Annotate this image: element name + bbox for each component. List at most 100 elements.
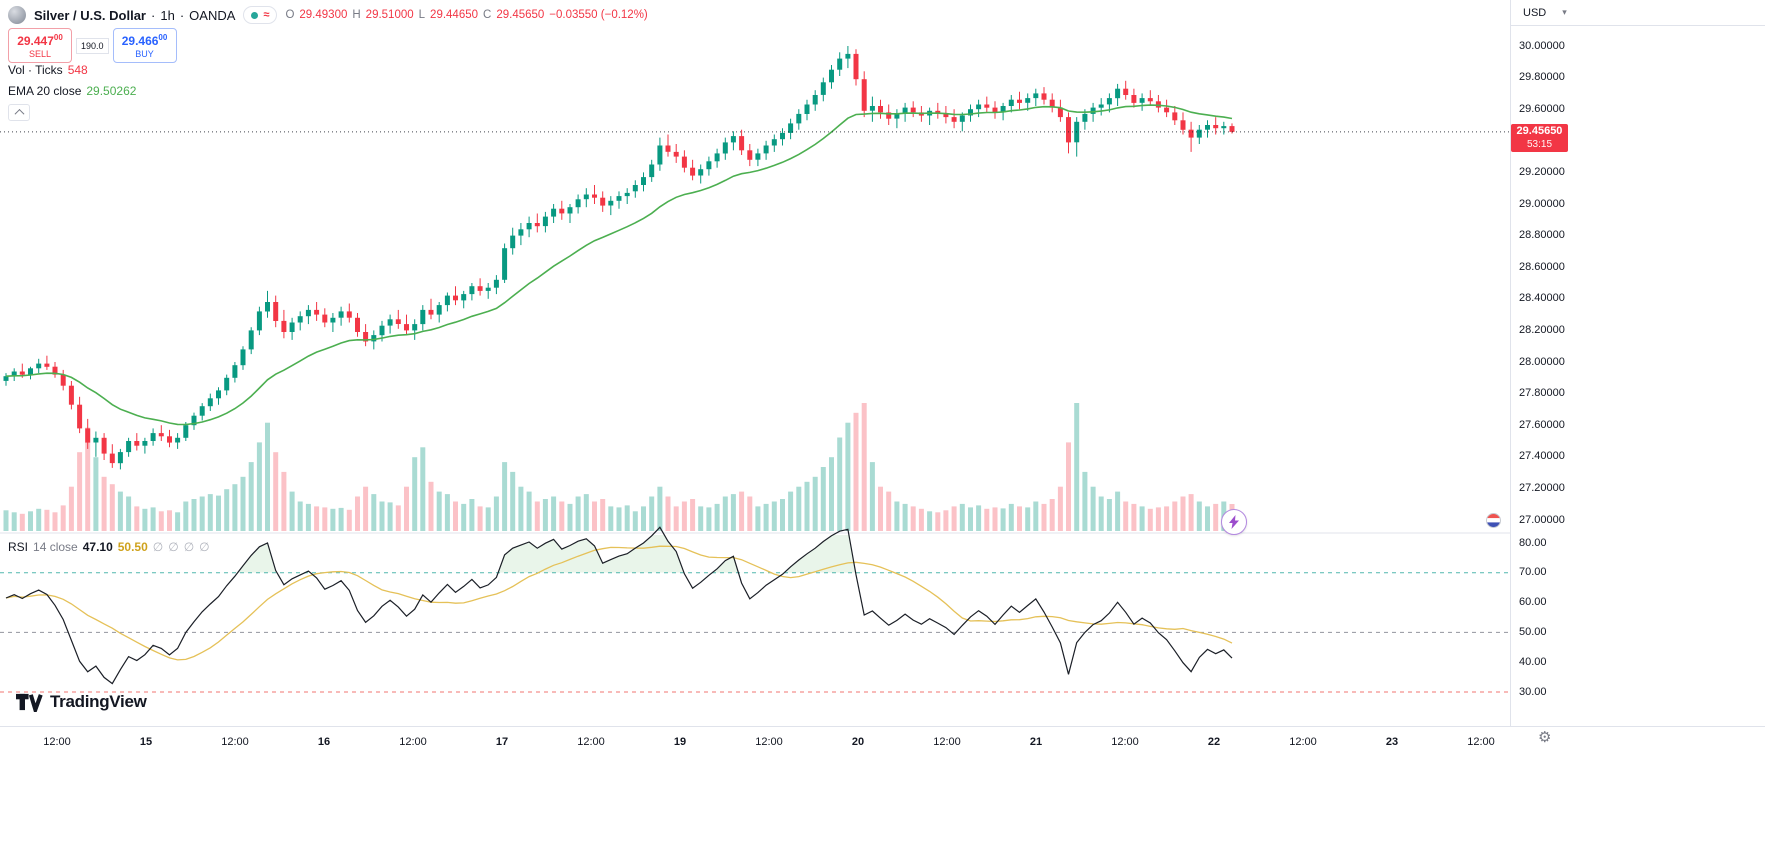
gear-icon[interactable]: ⚙ — [1538, 729, 1552, 746]
price-axis-label: 27.00000 — [1519, 513, 1565, 526]
candle-body — [477, 286, 483, 291]
rsi-legend-value: 47.10 — [82, 540, 113, 554]
candle-body — [469, 286, 475, 295]
symbol-legend-row[interactable]: Silver / U.S. Dollar · 1h · OANDA ≈ O 29.… — [8, 5, 648, 25]
tradingview-wordmark: TradingView — [50, 692, 147, 711]
volume-bar — [355, 496, 360, 531]
candle-body — [355, 317, 360, 332]
tradingview-logo[interactable]: TradingView — [16, 692, 147, 712]
volume-bar — [330, 508, 336, 531]
volume-bar — [134, 506, 140, 531]
volume-bar — [518, 486, 524, 531]
rsi-legend-params: 14 close — [33, 540, 78, 554]
candle-body — [853, 53, 859, 80]
market-status-pill[interactable]: ≈ — [243, 6, 278, 24]
candle-body — [943, 113, 949, 118]
quick-trade-button[interactable] — [1221, 509, 1247, 535]
candle-body — [690, 167, 696, 176]
candle-body — [1172, 112, 1178, 121]
candle-body — [551, 208, 557, 217]
last-price-tag[interactable]: 29.45650 53:15 — [1511, 124, 1568, 152]
low-value: 29.44650 — [430, 9, 479, 21]
currency-selector[interactable]: USD ▾ — [1511, 0, 1765, 26]
volume-bar — [845, 422, 851, 531]
candle-body — [461, 294, 467, 301]
candle-body — [126, 441, 132, 453]
legend-collapse-button[interactable] — [8, 104, 30, 121]
price-axis-label: 28.80000 — [1519, 229, 1565, 242]
volume-bar — [592, 501, 597, 531]
candle-body — [624, 192, 630, 197]
volume-bar — [493, 496, 499, 531]
volume-bar — [730, 494, 736, 531]
rsi-axis-label: 70.00 — [1519, 566, 1547, 579]
price-axis-label: 29.80000 — [1519, 71, 1565, 84]
volume-bar — [583, 494, 589, 531]
candle-body — [592, 194, 597, 198]
candle-body — [894, 113, 900, 119]
candle-body — [1155, 101, 1161, 108]
sell-button[interactable]: 29.44700 SELL — [8, 28, 72, 63]
candle-body — [101, 437, 107, 454]
exchange-label: OANDA — [189, 7, 236, 23]
volume-bar — [126, 496, 132, 531]
candle-body — [1033, 93, 1039, 99]
time-axis-label: 12:00 — [43, 736, 71, 748]
candle-body — [232, 365, 238, 378]
volume-bar — [1090, 486, 1096, 531]
time-axis[interactable]: 12:00 15 12:00 16 12:00 17 12:00 19 12:00 20 12:00… — [0, 726, 1765, 757]
candle-body — [804, 104, 810, 114]
candle-body — [248, 330, 254, 350]
volume-bar — [1213, 503, 1219, 531]
buy-button[interactable]: 29.46600 BUY — [112, 28, 177, 63]
volume-bar — [1041, 503, 1047, 531]
candle-body — [829, 69, 834, 83]
volume-bar — [338, 507, 344, 531]
volume-bar — [436, 491, 442, 531]
candle-body — [412, 324, 418, 331]
chevron-up-icon — [14, 108, 24, 119]
volume-bar — [232, 484, 238, 531]
candle-body — [297, 316, 303, 323]
ema-legend-row[interactable]: EMA 20 close 29.50262 — [8, 84, 136, 98]
time-axis-label: 16 — [317, 736, 331, 748]
candle-body — [641, 177, 646, 185]
price-axis-label: 29.20000 — [1519, 165, 1565, 178]
volume-bar — [714, 503, 720, 531]
volume-bar — [248, 462, 254, 531]
time-axis-label: 23 — [1385, 736, 1399, 748]
price-axis[interactable]: USD ▾ 30.0000029.8000029.6000029.4000029… — [1510, 0, 1765, 726]
candle-body — [1139, 98, 1145, 103]
price-axis-label: 28.20000 — [1519, 323, 1565, 336]
volume-bar — [796, 486, 802, 531]
rsi-axis-label: 40.00 — [1519, 655, 1547, 668]
candle-body — [191, 415, 197, 426]
bar-countdown: 53:15 — [1526, 139, 1553, 150]
volume-bar — [804, 481, 810, 531]
currency-label: USD — [1523, 6, 1547, 19]
volume-bar — [624, 505, 630, 531]
candle-body — [869, 106, 875, 111]
candle-body — [305, 309, 311, 317]
candle-body — [542, 216, 548, 227]
ema-legend-value: 29.50262 — [86, 84, 137, 98]
volume-bar — [1057, 486, 1063, 531]
volume-bar — [453, 501, 458, 531]
candle-body — [1213, 125, 1219, 129]
candle-body — [730, 136, 736, 143]
volume-bar — [690, 499, 696, 531]
candle-body — [371, 335, 377, 342]
volume-bar — [951, 506, 957, 531]
volume-legend-row[interactable]: Vol · Ticks 548 — [8, 63, 88, 77]
volume-bar — [1082, 471, 1088, 531]
candle-body — [796, 113, 802, 124]
economic-event-icon[interactable] — [1486, 513, 1501, 533]
candle-body — [19, 371, 25, 375]
candle-body — [706, 161, 712, 170]
rsi-legend-row[interactable]: RSI 14 close 47.10 50.50 ∅ ∅ ∅ ∅ — [8, 540, 210, 554]
price-axis-label: 29.60000 — [1519, 102, 1565, 115]
volume-bar — [1049, 499, 1055, 531]
price-axis-label: 27.80000 — [1519, 387, 1565, 400]
candle-body — [837, 58, 843, 70]
